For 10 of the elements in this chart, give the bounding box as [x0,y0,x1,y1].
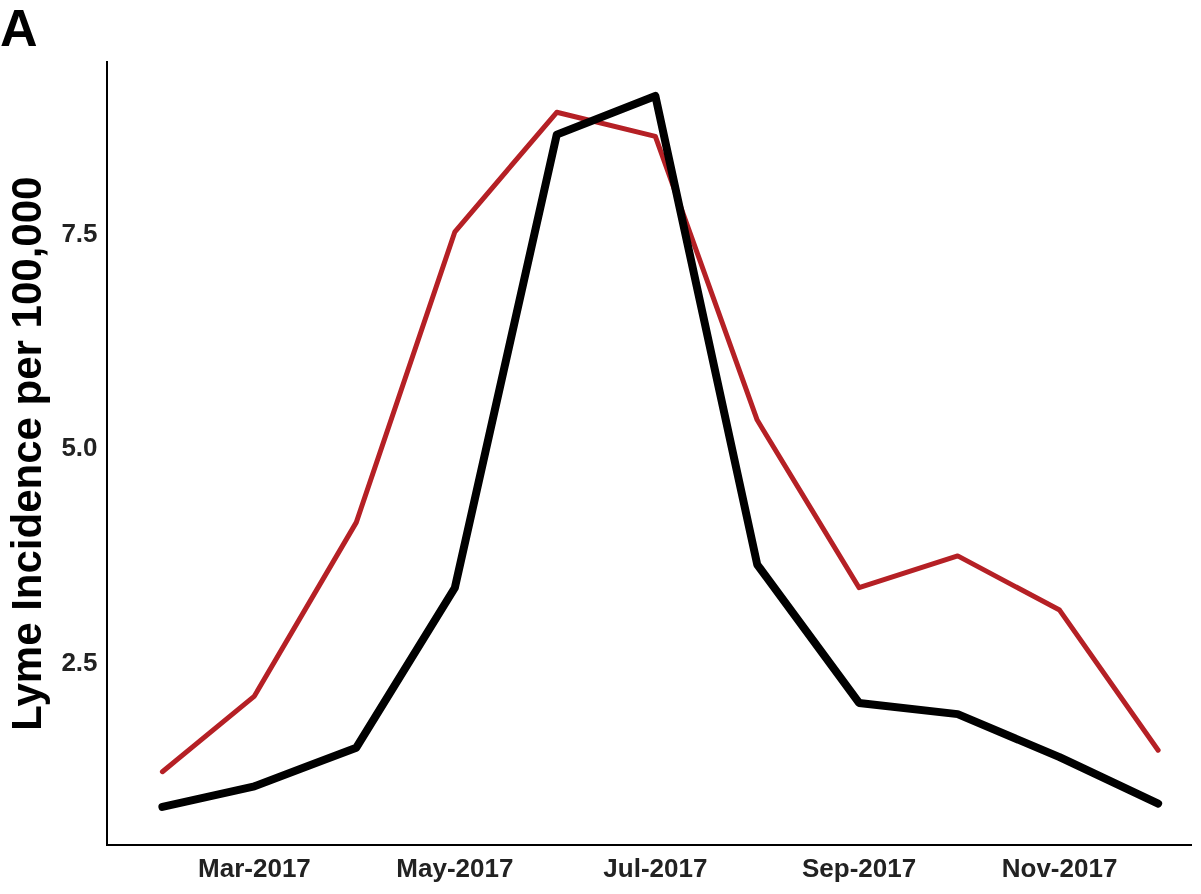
y-axis-title: Lyme Incidence per 100,000 [2,176,50,731]
x-tick-label: Nov-2017 [1001,852,1118,883]
x-tick-label: May-2017 [396,852,514,883]
x-tick-label: Jul-2017 [603,852,708,883]
y-tick-label: 7.5 [61,217,98,248]
x-tick-label: Mar-2017 [198,852,311,883]
x-tick-label: Sep-2017 [802,852,917,883]
y-tick-label: 5.0 [61,432,98,463]
y-tick-label: 2.5 [61,647,98,678]
chart-title: A [0,0,38,57]
